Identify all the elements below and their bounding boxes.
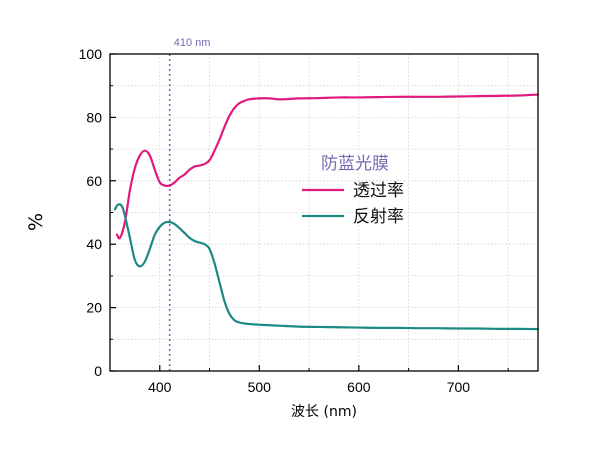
legend: 防蓝光膜 透过率 反射率 [302,154,404,227]
x-tick-label: 400 [148,379,172,395]
series-line-transmittance [115,93,540,240]
annotation-410nm-label: 410 nm [174,37,211,49]
x-tick-label: 500 [248,379,272,395]
y-tick-label: 80 [86,109,102,125]
legend-label-transmittance: 透过率 [353,181,404,201]
y-tick-label: 60 [86,173,102,189]
tick-labels: 0 20 40 60 80 100 400 500 600 700 [79,46,471,395]
legend-label-reflectance: 反射率 [353,207,404,227]
axis-ticks [110,53,509,372]
y-tick-label: 100 [79,46,103,62]
y-tick-label: 20 [86,300,102,316]
x-axis-label: 波长 (nm) [291,404,357,420]
y-axis-label: % [25,213,47,231]
annotation-layer: 410 nm [168,37,211,371]
series-line-reflectance [113,203,540,331]
y-tick-label: 0 [94,363,102,379]
grid [110,53,538,372]
y-tick-label: 40 [86,236,102,252]
x-tick-label: 600 [347,379,371,395]
series-layer [113,93,540,331]
x-tick-label: 700 [447,379,471,395]
legend-title: 防蓝光膜 [321,154,389,174]
